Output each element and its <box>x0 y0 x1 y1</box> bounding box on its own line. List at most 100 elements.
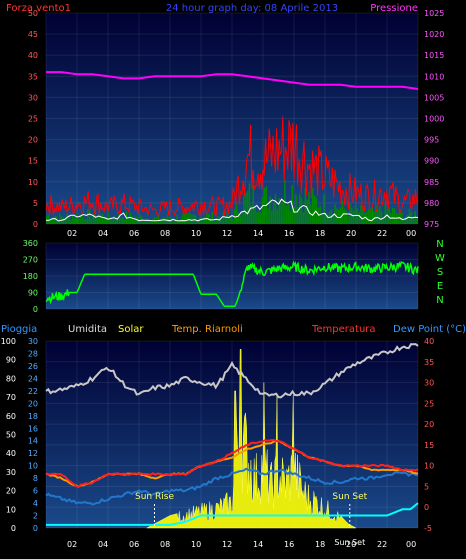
wind-bar <box>99 214 102 224</box>
wind-bar <box>280 202 282 224</box>
wind-bar <box>315 197 318 224</box>
wind-bar <box>351 207 353 224</box>
rain-y-tick: 26 <box>28 362 38 371</box>
wind-bar <box>306 199 308 224</box>
wind-bar <box>252 185 254 224</box>
wind-bar <box>133 218 135 224</box>
wind-bar <box>325 214 327 224</box>
wind-bar <box>347 216 349 224</box>
wind-bar <box>73 218 76 224</box>
wind-bar <box>86 209 89 224</box>
humidity-y-axis: 0 10 20 30 40 50 60 70 80 90 100 <box>1 337 16 533</box>
temperature-y-tick: 25 <box>424 399 434 408</box>
wind-y-tick: 30 <box>28 93 38 102</box>
sun-set-label: Sun Set <box>332 492 367 502</box>
wind-bar <box>215 217 217 224</box>
wind-bar <box>377 209 379 224</box>
wind-bar <box>101 214 104 224</box>
rain-y-tick: 30 <box>28 337 38 346</box>
temperature-label: Temperatura <box>311 324 376 335</box>
wind-bar <box>382 217 385 224</box>
temperature-line <box>45 439 419 488</box>
temperature-y-tick: 20 <box>424 420 434 429</box>
wind-bar <box>245 192 247 224</box>
wind-bar <box>369 208 372 224</box>
x-tick-label: 12 <box>222 540 232 549</box>
humidity-y-tick: 90 <box>6 356 16 365</box>
x-tick-label: 00 <box>406 229 416 238</box>
humidity-y-tick: 0 <box>11 524 16 533</box>
wind-bar <box>323 194 325 224</box>
climate-grid <box>45 340 419 529</box>
temperature-y-tick: 40 <box>424 337 434 346</box>
wind-bar <box>47 215 50 224</box>
x-tick-label: 08 <box>160 540 170 549</box>
rain-y-tick: 24 <box>28 374 38 383</box>
sun-rise-label: Sun Rise <box>135 492 174 502</box>
wind-bar <box>302 212 305 224</box>
rain-y-tick: 14 <box>28 437 38 446</box>
wind-bar <box>191 214 193 224</box>
wind-y-tick: 40 <box>28 51 38 60</box>
wind-bar <box>144 219 147 224</box>
wind-bar <box>148 220 150 224</box>
wind-bar <box>81 215 83 224</box>
wind-y-tick: 50 <box>28 9 38 18</box>
temperature-y-tick: 0 <box>424 503 429 512</box>
wind-bar <box>107 212 109 224</box>
wind-average-line <box>45 198 419 222</box>
x-tick-label: 14 <box>253 540 263 549</box>
rain-y-tick: 10 <box>28 462 38 471</box>
wind-bar <box>111 218 113 224</box>
pressure-y-tick: 975 <box>424 220 439 229</box>
wind-bar <box>272 202 275 224</box>
wind-bar <box>124 219 126 224</box>
wind-bar <box>83 218 85 224</box>
wind-bar <box>259 212 262 224</box>
wind-bar <box>250 205 253 224</box>
wind-bar <box>358 212 360 224</box>
direction-y-tick: 180 <box>23 272 38 281</box>
wind-bar <box>317 208 320 224</box>
wind-bar <box>367 209 370 224</box>
wind-bar <box>287 204 290 224</box>
wind-bar <box>404 216 407 224</box>
wind-bar <box>150 221 152 224</box>
wind-y-axis: 0 5 10 15 20 25 30 35 40 45 50 <box>28 9 38 229</box>
pressure-y-tick: 1025 <box>424 9 444 18</box>
wind-bar <box>246 190 249 224</box>
x-tick-label: 20 <box>346 540 356 549</box>
chart-title: 24 hour graph day: 08 Aprile 2013 <box>166 3 338 14</box>
wind-bar <box>228 214 230 224</box>
compass-label: W <box>435 253 445 264</box>
wind-bar <box>230 215 232 224</box>
wind-bar <box>313 194 316 224</box>
wind-bar <box>308 191 310 224</box>
rain-y-tick: 16 <box>28 424 38 433</box>
sun-set-axis-label: Sun Set <box>334 538 365 547</box>
wind-bar <box>378 206 381 224</box>
wind-bar <box>109 217 111 224</box>
wind-bar <box>204 216 206 224</box>
pressure-y-tick: 1020 <box>424 30 444 39</box>
wind-bar <box>211 212 214 224</box>
wind-bar <box>196 220 199 224</box>
compass-label: N <box>436 295 443 306</box>
wind-bar <box>401 212 403 224</box>
wind-bar <box>185 212 187 224</box>
wind-bar <box>161 218 163 224</box>
wind-bar <box>384 202 387 224</box>
x-tick-label: 18 <box>315 540 325 549</box>
compass-label: E <box>437 281 443 292</box>
humidity-y-tick: 20 <box>6 487 16 496</box>
wind-bar <box>356 208 359 224</box>
rain-y-tick: 6 <box>33 487 38 496</box>
temperature-y-tick: 15 <box>424 441 434 450</box>
wind-bar <box>85 219 87 224</box>
climate-plot-area <box>46 341 418 528</box>
rain-label: Pioggia <box>1 324 37 335</box>
pressure-y-tick: 985 <box>424 178 439 187</box>
